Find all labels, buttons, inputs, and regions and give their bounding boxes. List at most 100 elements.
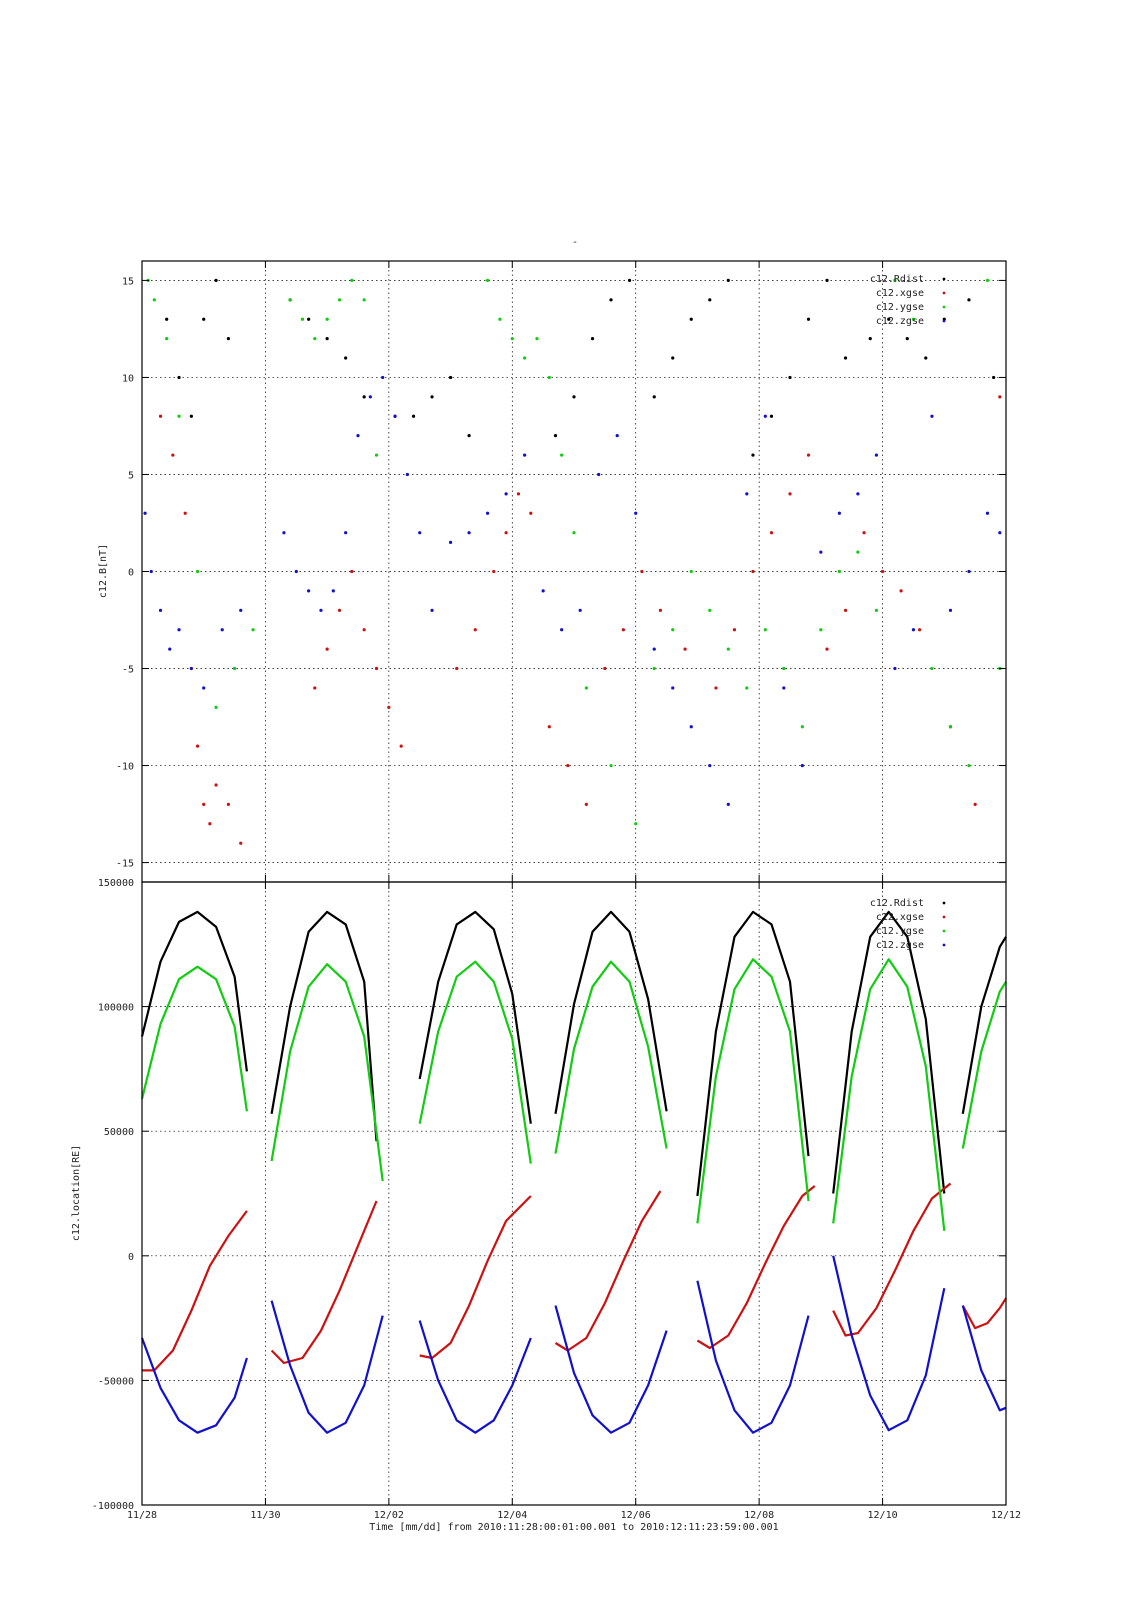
series-c12-xgse — [158, 395, 1002, 845]
data-point — [560, 453, 564, 457]
x-tick-label: 12/12 — [991, 1510, 1021, 1521]
data-point — [918, 628, 922, 632]
data-point — [708, 763, 712, 768]
data-point — [208, 822, 212, 826]
data-point — [572, 395, 576, 399]
y-tick-label: -15 — [116, 859, 134, 870]
data-point — [782, 686, 786, 690]
data-point — [523, 356, 527, 360]
data-point — [806, 453, 811, 457]
data-point — [985, 511, 990, 515]
data-point — [362, 298, 366, 302]
data-point — [177, 414, 181, 418]
data-point — [344, 531, 348, 535]
x-tick-label: 11/30 — [250, 1510, 280, 1521]
data-point — [214, 783, 218, 787]
data-point — [590, 337, 595, 341]
data-point — [627, 278, 632, 283]
data-point — [239, 841, 243, 845]
data-point — [603, 666, 607, 671]
data-point — [714, 686, 718, 690]
x-tick-label: 12/10 — [868, 1510, 898, 1521]
data-point — [337, 298, 342, 302]
top-data-points — [143, 278, 1002, 845]
data-point — [535, 337, 539, 341]
data-point — [399, 744, 403, 748]
data-point — [177, 628, 181, 632]
data-point — [232, 666, 237, 671]
data-point — [671, 628, 675, 632]
data-point — [948, 608, 953, 612]
legend-marker — [942, 929, 946, 933]
data-point — [492, 569, 496, 574]
data-point — [516, 492, 521, 496]
data-point — [837, 569, 841, 574]
data-point — [634, 511, 638, 515]
y-tick-label: 50000 — [104, 1127, 134, 1138]
data-point — [930, 666, 934, 671]
y-tick-label: 150000 — [98, 878, 134, 889]
data-point — [837, 511, 841, 515]
data-point — [615, 434, 619, 438]
data-point — [344, 356, 348, 360]
data-point — [381, 375, 385, 380]
data-point — [325, 337, 329, 341]
legend-marker — [942, 305, 946, 309]
bottom-plot-frame — [141, 881, 1007, 1506]
data-point — [189, 666, 193, 671]
data-point — [143, 511, 147, 515]
x-tick-label: 12/06 — [621, 1510, 651, 1521]
data-point — [362, 628, 366, 632]
data-point — [911, 628, 916, 632]
data-point — [967, 298, 971, 302]
data-point — [510, 337, 514, 341]
data-point — [584, 686, 588, 690]
data-point — [288, 298, 292, 302]
data-point — [282, 531, 286, 535]
data-point — [843, 608, 848, 612]
data-point — [560, 628, 564, 632]
data-point — [202, 802, 206, 806]
data-point — [782, 666, 786, 671]
data-point — [930, 414, 934, 418]
y-tick-label: -10 — [116, 762, 134, 773]
data-point — [325, 317, 329, 321]
data-point — [473, 628, 477, 632]
data-point — [325, 647, 329, 651]
data-point — [800, 763, 804, 768]
data-point — [171, 453, 175, 457]
y-tick-label: 15 — [122, 276, 134, 287]
data-point — [541, 589, 545, 593]
magnetic-field-panel: -15 -10 -5 0 5 10 15 c12.B[nT] c12.Rdist c12.xg… — [98, 260, 1007, 883]
location-panel: -100000 -50000 0 50000 100000 150000 c12.loca… — [71, 878, 1007, 1512]
data-point — [405, 472, 409, 477]
data-point — [430, 608, 434, 612]
data-point — [529, 511, 533, 515]
series-line-c12-ygse — [140, 958, 1007, 1232]
data-point — [806, 317, 811, 321]
data-point — [825, 278, 829, 283]
data-point — [973, 802, 977, 806]
legend-label: c12.xgse — [876, 288, 924, 299]
data-point — [578, 608, 582, 612]
data-point — [683, 647, 687, 651]
data-point — [862, 531, 866, 535]
data-point — [856, 550, 860, 554]
data-point — [708, 608, 712, 612]
legend-marker — [942, 943, 946, 947]
data-point — [874, 453, 879, 457]
x-tick-label: 12/02 — [374, 1510, 404, 1521]
legend-label: c12.zgse — [876, 940, 924, 951]
data-point — [313, 686, 317, 690]
x-tick-label: 12/04 — [497, 1510, 527, 1521]
data-point — [689, 569, 693, 574]
data-point — [887, 317, 891, 321]
data-point — [152, 298, 156, 302]
data-point — [609, 298, 613, 302]
y-tick-label: 0 — [128, 1252, 134, 1263]
data-point — [195, 569, 200, 574]
top-title: - — [572, 237, 578, 248]
top-legend: c12.Rdist c12.xgse c12.ygse c12.zgse — [870, 274, 946, 327]
legend-label: c12.xgse — [876, 912, 924, 923]
